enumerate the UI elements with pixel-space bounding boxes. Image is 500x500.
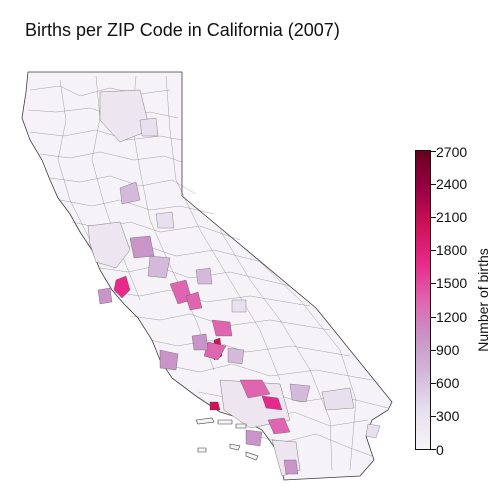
colorbar-tick — [431, 250, 436, 251]
colorbar-tick-label: 300 — [436, 408, 460, 424]
colorbar-tick — [431, 350, 436, 351]
colorbar-tick — [431, 184, 436, 185]
colorbar-tick — [431, 283, 436, 284]
colorbar-tick-label: 600 — [436, 375, 460, 391]
colorbar-tick — [431, 449, 436, 450]
colorbar-tick — [431, 416, 436, 417]
colorbar-tick-label: 900 — [436, 342, 460, 358]
colorbar-label: Number of births — [475, 248, 491, 352]
colorbar-tick-label: 2700 — [436, 144, 468, 160]
channel-islands — [195, 417, 259, 461]
zip-regions-colored — [97, 117, 381, 475]
map-title: Births per ZIP Code in California (2007) — [25, 20, 340, 40]
colorbar-tick-label: 2400 — [436, 176, 468, 192]
colorbar-tick-label: 0 — [436, 442, 444, 458]
colorbar-tick — [431, 217, 436, 218]
colorbar-tick-label: 2100 — [436, 209, 468, 225]
colorbar-tick-label: 1800 — [436, 242, 468, 258]
colorbar-tick-label: 1500 — [436, 275, 468, 291]
colorbar-tick — [431, 317, 436, 318]
colorbar-tick — [431, 151, 436, 152]
colorbar-tick-label: 1200 — [436, 309, 468, 325]
colorbar-tick — [431, 383, 436, 384]
dense-zip-clusters — [87, 89, 301, 477]
colorbar — [415, 150, 431, 450]
